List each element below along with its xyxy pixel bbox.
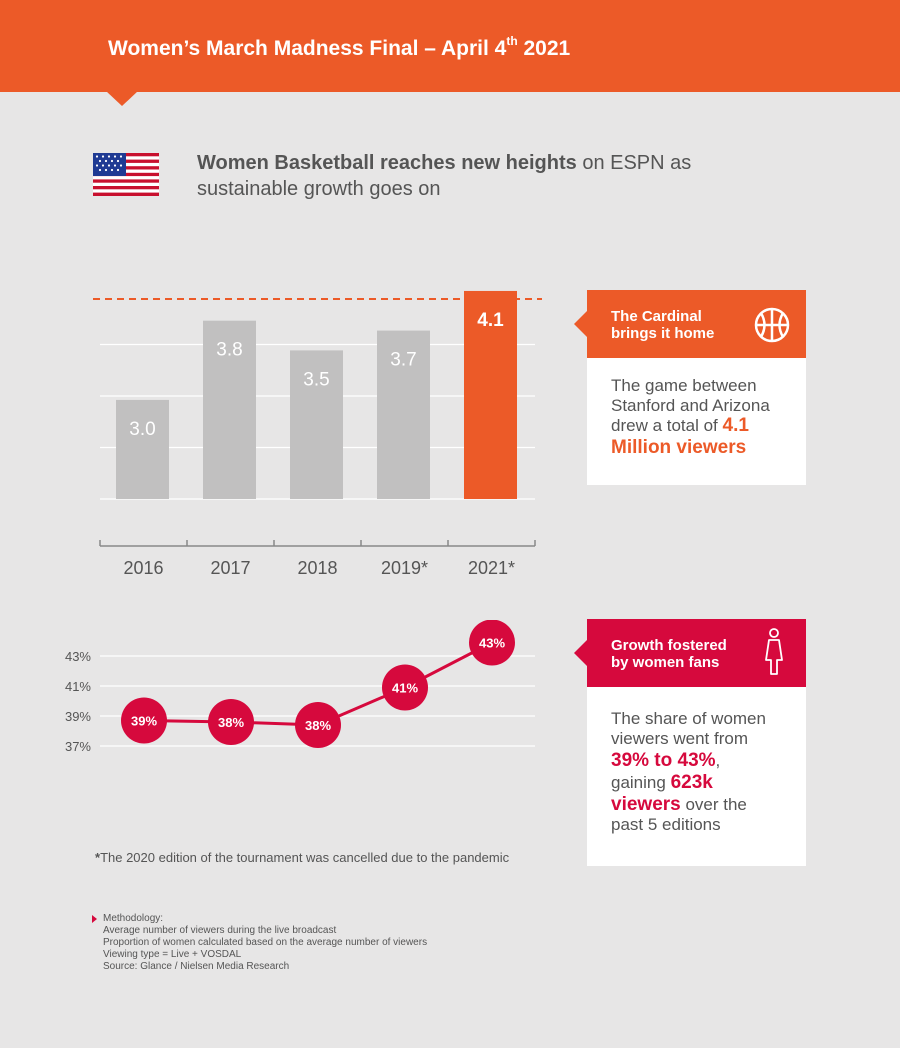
data-point-label: 38%	[305, 718, 331, 733]
page-title: Women’s March Madness Final – April 4th …	[108, 34, 571, 60]
x-tick-label: 2018	[297, 558, 337, 578]
women-fans-card-pointer	[574, 640, 587, 666]
header-banner: Women’s March Madness Final – April 4th …	[0, 0, 900, 92]
methodology-line: Average number of viewers during the liv…	[103, 925, 337, 936]
methodology-line: Source: Glance / Nielsen Media Research	[103, 961, 290, 972]
viewers-bar-chart: 3.0 3.8 3.5 3.7 4.1 2016 2017 2018 2019* 2021*	[93, 290, 542, 578]
data-point	[295, 702, 341, 748]
bar-value-label: 3.5	[303, 369, 329, 390]
bar-value-label: 3.8	[216, 340, 242, 361]
data-point-label: 38%	[218, 715, 244, 730]
footnote: *The 2020 edition of the tournament was …	[95, 850, 510, 865]
x-tick-label: 2021*	[468, 558, 515, 578]
basketball-icon	[754, 307, 790, 343]
bar	[377, 330, 430, 499]
y-tick-label: 39%	[65, 709, 91, 724]
us-flag-icon	[93, 153, 159, 196]
header-pointer	[106, 91, 138, 106]
y-tick-label: 37%	[65, 739, 91, 754]
x-tick-label: 2016	[123, 558, 163, 578]
cardinal-card-body: The game between Stanford and Arizona dr…	[611, 376, 770, 458]
data-point	[382, 664, 428, 711]
methodology-line: Methodology:	[103, 913, 164, 924]
cardinal-card-pointer	[574, 311, 587, 337]
methodology-line: Viewing type = Live + VOSDAL	[103, 949, 242, 960]
data-point	[121, 697, 167, 744]
cardinal-card-title-line2: brings it home	[611, 325, 715, 342]
cardinal-card-title-line1: The Cardinal	[611, 308, 702, 325]
methodology-marker-icon	[92, 915, 97, 923]
women-fans-card-body: The share of women viewers went from 39%…	[611, 709, 766, 834]
cardinal-card: The Cardinal brings it home The game bet…	[574, 290, 806, 485]
data-point	[469, 620, 515, 666]
x-tick-label: 2017	[210, 558, 250, 578]
bar-value-label: 4.1	[477, 310, 504, 331]
y-tick-label: 41%	[65, 679, 91, 694]
women-fans-card-header: Growth fostered by women fans	[587, 619, 806, 687]
bar	[290, 350, 343, 499]
y-tick-label: 43%	[65, 649, 91, 664]
woman-icon	[765, 628, 783, 675]
methodology-line: Proportion of women calculated based on …	[103, 937, 428, 948]
bar	[203, 320, 256, 499]
x-tick-label: 2019*	[381, 558, 428, 578]
bar	[464, 290, 517, 499]
bar-value-label: 3.0	[129, 419, 155, 440]
data-point	[208, 699, 254, 745]
data-point-label: 39%	[131, 714, 157, 729]
women-fans-card-title-line1: Growth fostered	[611, 637, 727, 654]
methodology: Methodology: Average number of viewers d…	[103, 913, 427, 973]
bar	[116, 399, 169, 499]
women-fans-card-title-line2: by women fans	[611, 654, 720, 671]
bar-value-label: 3.7	[390, 350, 416, 371]
women-fans-card: Growth fostered by women fans The share …	[574, 619, 806, 866]
headline: Women Basketball reaches new heights on …	[197, 152, 692, 200]
data-point-label: 43%	[479, 636, 505, 651]
women-share-line-chart: 43% 41% 39% 37% 39% 38% 38% 41% 43%	[65, 620, 535, 754]
data-point-label: 41%	[392, 681, 418, 696]
